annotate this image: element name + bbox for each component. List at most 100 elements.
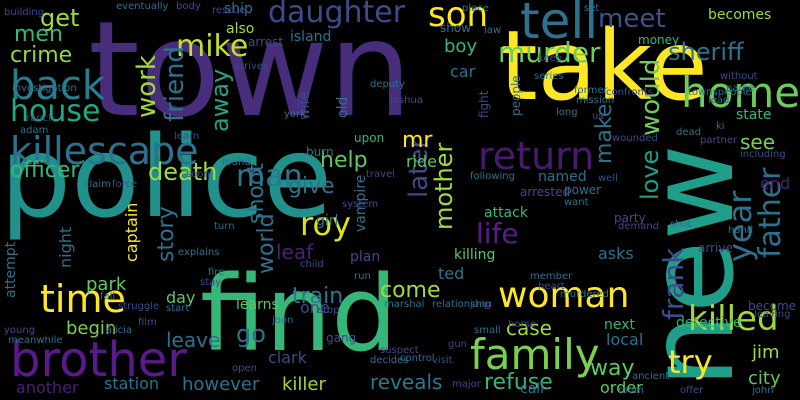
word-give: give bbox=[288, 174, 335, 199]
word-mr: mr bbox=[402, 128, 433, 153]
word-fight: fight bbox=[477, 90, 491, 119]
word-local: local bbox=[606, 330, 644, 349]
word-meet: meet bbox=[598, 4, 666, 34]
word-help: help bbox=[320, 148, 368, 173]
word-long: long bbox=[556, 107, 578, 118]
word-travel: travel bbox=[366, 169, 396, 180]
word-well: well bbox=[598, 173, 618, 184]
word-way: way bbox=[590, 356, 635, 381]
word-leave: leave bbox=[166, 328, 221, 352]
word-keep: keep bbox=[538, 53, 563, 64]
word-arrives: arrives bbox=[234, 61, 269, 72]
word-ancient: ancient bbox=[632, 371, 670, 382]
word-gun: gun bbox=[448, 339, 468, 350]
word-without: without bbox=[720, 71, 758, 82]
word-mission: mission bbox=[576, 95, 615, 106]
word-wounded: wounded bbox=[612, 133, 658, 144]
word-friend: friend bbox=[160, 45, 190, 122]
word-explains: explains bbox=[178, 247, 220, 258]
word-heart: heart bbox=[538, 281, 565, 292]
word-plan: plan bbox=[350, 249, 381, 265]
word-rescue: rescue bbox=[212, 5, 246, 16]
word-town: town bbox=[88, 0, 413, 147]
word-day: day bbox=[166, 288, 196, 307]
word-try: try bbox=[668, 343, 713, 381]
word-stop: stop bbox=[318, 305, 340, 316]
word-joon: joon bbox=[272, 315, 294, 326]
word-family: family bbox=[470, 330, 600, 379]
word-hand: hand bbox=[728, 225, 754, 236]
word-officer: officer bbox=[10, 158, 80, 183]
word-deputy: deputy bbox=[370, 79, 406, 90]
word-learn: learn bbox=[174, 131, 200, 142]
word-daughter: daughter bbox=[268, 0, 406, 30]
word-ki: ki bbox=[716, 121, 725, 132]
word-film: film bbox=[138, 317, 157, 328]
word-island: island bbox=[290, 29, 332, 45]
word-station: station bbox=[104, 374, 160, 393]
word-place: place bbox=[462, 3, 489, 14]
word-end: end bbox=[760, 174, 791, 193]
word-death: death bbox=[148, 158, 218, 186]
word-investigation: investigation bbox=[12, 83, 77, 94]
word-claim: claim bbox=[84, 179, 111, 190]
word-suspect: suspect bbox=[380, 345, 419, 356]
word-return: return bbox=[478, 134, 595, 178]
word-brother: brother bbox=[10, 332, 188, 388]
word-men: men bbox=[14, 22, 63, 47]
word-clark: clark bbox=[268, 348, 307, 367]
word-joshua: joshua bbox=[390, 95, 423, 106]
word-state: state bbox=[736, 107, 772, 123]
word-jung: jung bbox=[470, 299, 492, 310]
word-murder: murder bbox=[498, 36, 601, 69]
word-mike: mike bbox=[176, 29, 249, 64]
word-call: call bbox=[520, 381, 545, 397]
word-frank: frank bbox=[657, 247, 690, 321]
word-money: money bbox=[638, 33, 680, 47]
word-attack: attack bbox=[484, 205, 528, 221]
word-tell: tell bbox=[520, 0, 599, 50]
word-alicia: alicia bbox=[106, 325, 133, 336]
word-find: find bbox=[200, 253, 398, 375]
word-stay: stay bbox=[200, 277, 222, 288]
word-old: old bbox=[335, 96, 351, 118]
word-son: son bbox=[428, 0, 489, 35]
word-woman: woman bbox=[498, 275, 630, 316]
word-child: child bbox=[300, 259, 324, 270]
word-body: body bbox=[176, 1, 201, 12]
word-dead: dead bbox=[676, 127, 701, 138]
word-go: go bbox=[236, 320, 266, 348]
word-house: house bbox=[10, 94, 101, 129]
word-soon: soon bbox=[186, 169, 210, 180]
word-former: former bbox=[574, 85, 608, 96]
word-killescape: killescape bbox=[10, 129, 199, 173]
word-young: young bbox=[4, 325, 36, 336]
word-burn: burn bbox=[306, 145, 334, 159]
word-also: also bbox=[226, 21, 255, 37]
word-become: become bbox=[748, 299, 797, 313]
word-police: police bbox=[0, 113, 333, 243]
word-eventually: eventually bbox=[116, 1, 169, 12]
word-killer: killer bbox=[282, 374, 326, 395]
word-name: name bbox=[726, 83, 755, 94]
word-decides: decides bbox=[370, 355, 409, 366]
word-ship: ship bbox=[224, 1, 253, 17]
word-ranch: ranch bbox=[26, 113, 55, 124]
word-girl: girl bbox=[316, 213, 339, 229]
word-leaf: leaf bbox=[276, 240, 314, 264]
word-relationship: relationship bbox=[432, 299, 491, 310]
word-room: room bbox=[618, 385, 644, 396]
word-demand: demand bbox=[618, 221, 660, 232]
word-building: building bbox=[4, 7, 45, 18]
word-arrest: arrest bbox=[248, 35, 284, 49]
word-arrive: arrive bbox=[698, 241, 733, 255]
word-visit: visit bbox=[432, 355, 453, 366]
word-meanwhile: meanwhile bbox=[8, 335, 63, 346]
word-back: back bbox=[10, 63, 106, 109]
word-life: life bbox=[476, 217, 519, 250]
word-learns: learns bbox=[236, 297, 279, 313]
word-adam: adam bbox=[20, 125, 49, 136]
word-set: set bbox=[584, 3, 600, 14]
word-asks: asks bbox=[598, 244, 634, 263]
